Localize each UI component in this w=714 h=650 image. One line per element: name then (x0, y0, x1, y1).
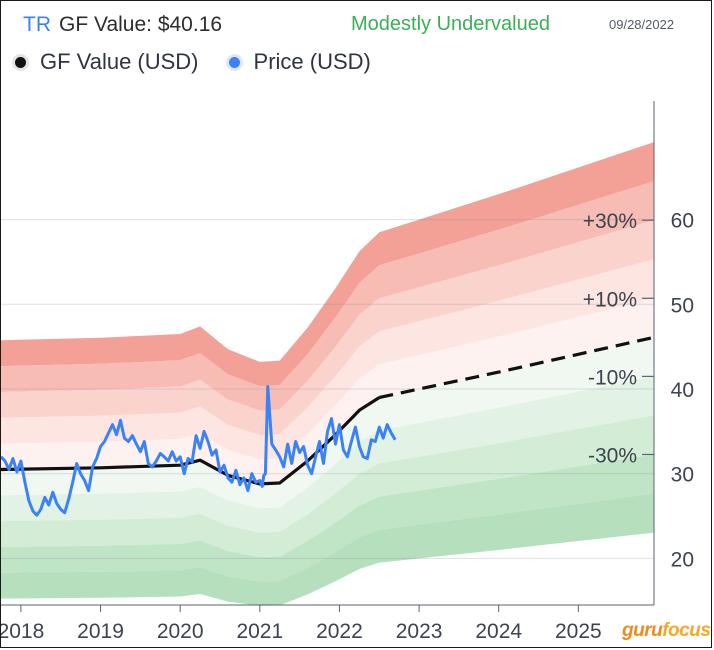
undervalued-band (1, 376, 654, 533)
x-axis: 2018 2019 2020 2021 2022 2023 2024 2025 (1, 604, 654, 643)
gridlines (1, 219, 654, 559)
band-label: +10% (583, 288, 637, 311)
undervalued-band (1, 493, 654, 606)
gf-value-label: GF Value: $40.16 (59, 13, 223, 36)
overvalued-band (1, 259, 654, 460)
y-tick-label: 30 (671, 464, 694, 487)
y-tick-label: 50 (671, 294, 694, 317)
y-tick-label: 60 (671, 210, 694, 233)
undervalued-band (1, 454, 654, 582)
legend-item-gf-value[interactable]: GF Value (USD) (15, 49, 199, 75)
legend-label: GF Value (USD) (40, 49, 199, 74)
logo-text-guru: guru (622, 620, 663, 641)
series-lines (1, 335, 655, 517)
band-label: +30% (583, 210, 637, 233)
gurufocus-logo: gurufocus (622, 620, 711, 642)
x-tick-label: 2022 (316, 620, 363, 643)
price-line (1, 385, 397, 517)
logo-text-focus: focus (662, 620, 711, 641)
x-tick-label: 2018 (1, 620, 44, 643)
overvalued-band (1, 142, 654, 387)
x-tick-label: 2019 (77, 620, 124, 643)
undervalued-band (1, 415, 654, 558)
x-tick-label: 2024 (475, 620, 522, 643)
overvalued-band (1, 220, 654, 436)
legend-dot-icon (228, 56, 240, 68)
valuation-status: Modestly Undervalued (351, 13, 550, 35)
overvalued-band (1, 181, 654, 411)
ticker-symbol[interactable]: TR (23, 13, 51, 36)
x-tick-label: 2021 (236, 620, 283, 643)
chart-legend: GF Value (USD) Price (USD) (15, 49, 401, 75)
x-tick-label: 2025 (555, 620, 602, 643)
chart-date: 09/28/2022 (609, 17, 675, 32)
band-label: -10% (588, 366, 637, 389)
legend-dot-icon (15, 56, 26, 68)
y-tick-label: 20 (671, 548, 694, 571)
undervalued-band (1, 337, 654, 509)
valuation-bands (1, 142, 654, 606)
gf-value-projection-line (378, 335, 655, 400)
band-label: -30% (588, 444, 637, 467)
band-labels: +30% +10% -10% -30% (583, 210, 654, 467)
legend-item-price[interactable]: Price (USD) (228, 49, 371, 75)
y-axis: 20 30 40 50 60 (653, 101, 694, 605)
y-tick-label: 40 (671, 379, 694, 402)
x-tick-label: 2023 (396, 620, 443, 643)
x-tick-label: 2020 (157, 620, 204, 643)
legend-label: Price (USD) (253, 49, 371, 74)
overvalued-band (1, 298, 654, 484)
